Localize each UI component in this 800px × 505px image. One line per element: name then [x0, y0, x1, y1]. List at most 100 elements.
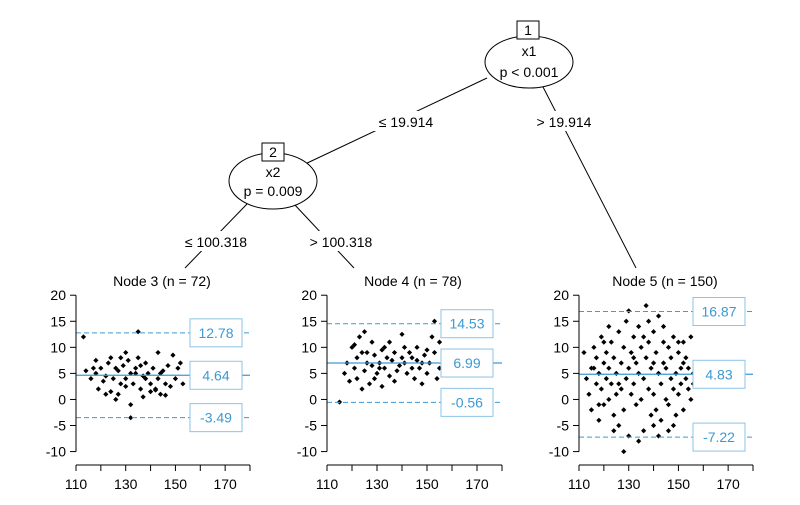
data-point	[598, 334, 604, 340]
upper-value-box	[692, 297, 746, 327]
data-point	[138, 386, 144, 392]
upper-value-label: 12.78	[198, 325, 233, 341]
data-point	[115, 391, 121, 397]
data-point	[98, 365, 104, 371]
data-point	[108, 355, 114, 361]
edge-label-2-3: ≤ 100.318	[185, 234, 247, 250]
mean-value-box	[440, 348, 494, 378]
y-tick-label: 5	[561, 365, 569, 381]
data-point	[648, 365, 654, 371]
data-point	[616, 422, 622, 429]
data-point	[601, 402, 607, 408]
data-point	[404, 370, 410, 376]
data-point	[668, 376, 674, 382]
data-point	[401, 344, 408, 350]
data-point	[655, 433, 662, 439]
data-point	[648, 412, 654, 418]
panel-value-labels: 14.53 6.99 -0.56	[440, 309, 494, 417]
lower-value-box	[440, 387, 494, 417]
data-point	[618, 386, 624, 392]
data-point	[369, 339, 375, 345]
data-point	[399, 331, 405, 337]
data-point	[643, 303, 649, 309]
edge-label-2-4: > 100.318	[310, 234, 373, 250]
upper-value-label: 16.87	[701, 304, 736, 320]
panel-value-labels: 12.78 4.64 -3.49	[189, 318, 243, 433]
data-point	[391, 349, 398, 356]
data-point	[618, 360, 624, 366]
data-point	[416, 365, 423, 371]
data-point	[643, 355, 649, 361]
edge-labels: ≤ 19.914 > 19.914 ≤ 100.318 > 100.318	[172, 111, 602, 251]
data-point	[361, 368, 368, 374]
x-tick-label: 150	[667, 476, 691, 492]
data-point	[103, 373, 109, 379]
data-point	[598, 386, 604, 392]
x-tick-label: 130	[114, 476, 138, 492]
lower-value-label: -0.56	[451, 394, 483, 410]
data-point	[683, 376, 689, 382]
data-point	[621, 407, 627, 413]
node-2-id: 2	[269, 144, 277, 160]
data-point	[379, 383, 385, 390]
data-point	[118, 381, 124, 387]
data-point	[177, 360, 183, 366]
data-point	[386, 339, 393, 345]
x-tick-label: 150	[415, 476, 439, 492]
data-point	[123, 349, 129, 356]
data-point	[623, 318, 629, 324]
data-point	[653, 407, 659, 413]
y-tick-label: 5	[309, 365, 317, 381]
data-point	[88, 376, 94, 382]
data-point	[665, 402, 672, 408]
data-point	[411, 376, 418, 382]
data-point	[105, 360, 111, 366]
data-point	[603, 376, 609, 382]
data-point	[650, 329, 657, 335]
data-point	[434, 376, 440, 382]
data-point	[621, 344, 627, 350]
x-tick-label: 170	[213, 476, 237, 492]
data-point	[424, 370, 430, 376]
y-tick-label: 10	[301, 339, 317, 355]
panel-title: Node 4 (n = 78)	[364, 273, 462, 289]
data-point	[384, 355, 390, 361]
data-point	[371, 376, 378, 382]
data-point	[685, 386, 691, 392]
data-point	[663, 365, 669, 371]
data-point	[133, 365, 139, 371]
data-point	[175, 365, 181, 371]
data-point	[633, 360, 639, 366]
data-point	[100, 378, 106, 384]
upper-value-box	[189, 318, 243, 348]
data-point	[429, 334, 435, 340]
lower-value-box	[692, 422, 746, 452]
data-point	[596, 370, 602, 376]
data-point	[359, 349, 365, 356]
data-point	[180, 381, 186, 387]
data-point	[359, 386, 365, 392]
data-point	[611, 355, 617, 361]
edge-label-1-5: > 19.914	[537, 114, 592, 130]
data-point	[170, 352, 176, 358]
data-point	[653, 349, 659, 356]
data-point	[601, 339, 607, 345]
y-tick-label: -10	[46, 444, 66, 460]
data-point	[83, 368, 89, 374]
data-point	[399, 355, 405, 361]
data-point	[673, 412, 679, 418]
data-point	[636, 438, 642, 444]
data-point	[391, 378, 398, 384]
y-tick-label: 5	[58, 365, 66, 381]
y-tick-label: 20	[301, 287, 317, 303]
data-point	[147, 381, 154, 387]
data-point	[616, 329, 622, 335]
data-point	[636, 370, 642, 376]
x-tick-label: 150	[164, 476, 188, 492]
x-tick-label: 130	[617, 476, 641, 492]
data-point	[636, 323, 642, 330]
y-tick-label: -10	[549, 444, 569, 460]
data-point	[113, 365, 119, 371]
data-point	[626, 365, 632, 371]
y-tick-label: 10	[553, 339, 569, 355]
